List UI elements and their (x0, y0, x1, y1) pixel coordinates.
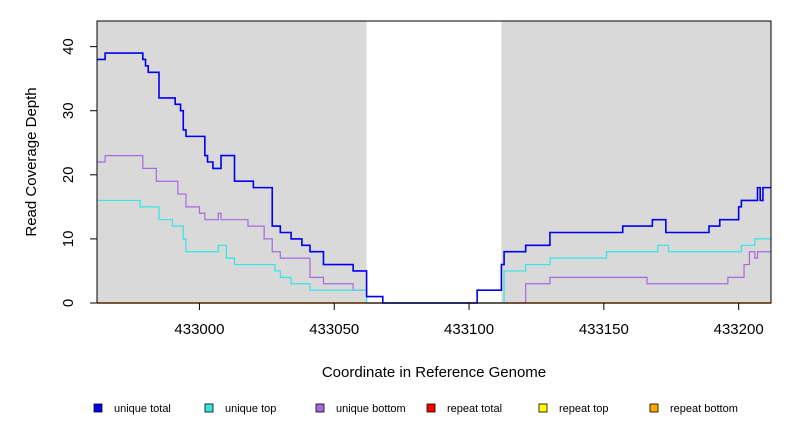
x-tick-label: 433000 (174, 321, 224, 338)
x-tick-label: 433200 (714, 321, 764, 338)
series-line-unique-top (97, 199, 771, 304)
legend-label-repeat-bottom: repeat bottom (670, 403, 738, 415)
plot-frame (96, 20, 772, 304)
legend-swatch-unique-bottom (315, 403, 325, 413)
legend-label-unique-top: unique top (225, 403, 276, 415)
y-tick-label: 40 (60, 38, 77, 55)
legend-swatch-unique-top (204, 403, 214, 413)
legend-swatch-repeat-top (538, 403, 548, 413)
x-tick-label: 433050 (309, 321, 359, 338)
series-line-unique-total (97, 52, 771, 304)
y-axis: 0 10 20 30 40 (60, 38, 97, 307)
y-tick-label: 0 (60, 299, 77, 307)
shaded-regions (97, 21, 771, 303)
x-axis-label: Coordinate in Reference Genome (322, 364, 546, 381)
legend-swatch-repeat-bottom (649, 403, 659, 413)
x-axis: 433000 433050 433100 433150 433200 (174, 303, 764, 338)
shaded-region-2 (501, 21, 771, 303)
legend-label-unique-bottom: unique bottom (336, 403, 406, 415)
x-tick-label: 433100 (444, 321, 494, 338)
legend-swatch-unique-total (93, 403, 103, 413)
legend-label-repeat-top: repeat top (559, 403, 609, 415)
shaded-region-1 (97, 21, 367, 303)
legend: unique total unique top unique bottom repea… (93, 403, 738, 415)
legend-label-unique-total: unique total (114, 403, 171, 415)
y-tick-label: 30 (60, 102, 77, 119)
y-tick-label: 10 (60, 231, 77, 248)
legend-swatch-repeat-total (426, 403, 436, 413)
y-axis-label: Read Coverage Depth (23, 87, 40, 236)
legend-label-repeat-total: repeat total (447, 403, 502, 415)
x-tick-label: 433150 (579, 321, 629, 338)
y-tick-label: 20 (60, 166, 77, 183)
series-line-unique-bottom (97, 154, 771, 304)
